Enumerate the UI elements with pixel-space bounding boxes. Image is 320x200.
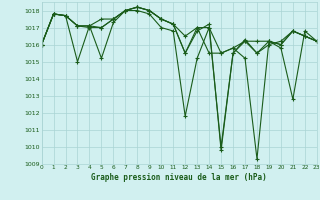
X-axis label: Graphe pression niveau de la mer (hPa): Graphe pression niveau de la mer (hPa) <box>91 173 267 182</box>
